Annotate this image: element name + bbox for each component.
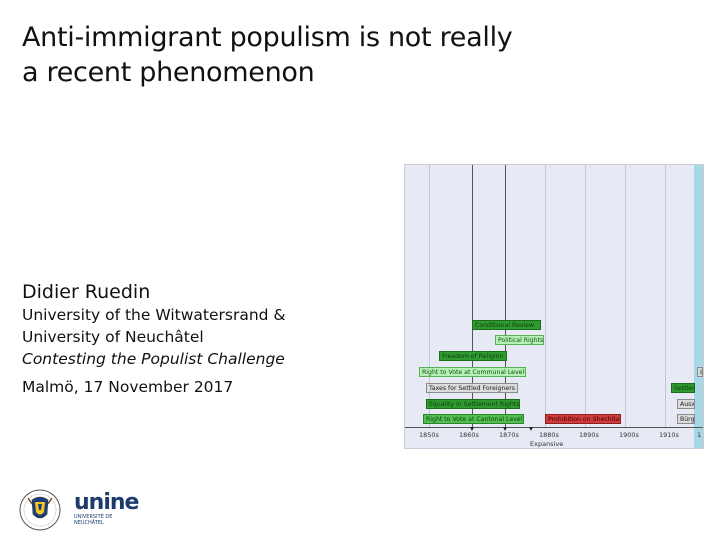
- timeline-bar: Bürger: [677, 414, 695, 424]
- tick-label: 1880s: [539, 431, 559, 439]
- axis-marker: [529, 427, 533, 431]
- timeline-bar: Taxes for Settled Foreigners: [426, 383, 518, 393]
- tick-label: 1900s: [619, 431, 639, 439]
- timeline-axis: [405, 427, 703, 428]
- axis-label: Expansive: [530, 440, 564, 448]
- tick-label: 1850s: [419, 431, 439, 439]
- timeline-bar: Freedom of Religion: [439, 351, 507, 361]
- author-block: Didier Ruedin University of the Witwater…: [22, 280, 392, 398]
- timeline-bar: Right to Vote at Cantonal Level: [423, 414, 524, 424]
- unine-subtitle-line-2: NEUCHÂTEL: [74, 520, 104, 526]
- slide-title: Anti-immigrant populism is not really a …: [22, 20, 622, 90]
- highlight-band: [694, 165, 703, 448]
- timeline-bar: Prohibition on Shechita: [545, 414, 621, 424]
- timeline-bar: Settlement: [671, 383, 695, 393]
- timeline-bar: Right to Vote at Communal Level: [419, 367, 526, 377]
- unine-subtitle-line-1: UNIVERSITÉ DE: [74, 514, 113, 520]
- grid-line: [665, 165, 666, 427]
- affiliation-line-1: University of the Witwatersrand &: [22, 306, 286, 324]
- grid-line: [545, 165, 546, 427]
- conference-name: Contesting the Populist Challenge: [22, 350, 285, 368]
- tick-label: 1860s: [459, 431, 479, 439]
- title-line-1: Anti-immigrant populism is not really: [22, 22, 513, 53]
- timeline-bar: Political Rights: [495, 335, 544, 345]
- timeline-bar: Auswe: [677, 399, 695, 409]
- grid-line: [505, 165, 506, 427]
- tick-label: 1910s: [659, 431, 679, 439]
- timeline-figure: Conditional Review Political Rights Free…: [404, 164, 704, 449]
- presentation-date: Malmö, 17 November 2017: [22, 378, 234, 396]
- wits-crest-icon: [18, 488, 62, 532]
- grid-line: [625, 165, 626, 427]
- grid-line: [472, 165, 473, 427]
- unine-logo: unine UNIVERSITÉ DE NEUCHÂTEL: [74, 490, 139, 527]
- timeline-bar: L: [697, 367, 703, 377]
- grid-line: [429, 165, 430, 427]
- tick-label: 1: [697, 431, 702, 439]
- author-name: Didier Ruedin: [22, 281, 151, 303]
- unine-wordmark: unine: [74, 490, 139, 515]
- timeline-bar: Conditional Review: [472, 320, 541, 330]
- axis-marker: [503, 427, 507, 431]
- tick-label: 1890s: [579, 431, 599, 439]
- timeline-bar: Equality in Settlement Rights: [426, 399, 520, 409]
- tick-label: 1870s: [499, 431, 519, 439]
- grid-line: [585, 165, 586, 427]
- affiliation-line-2: University of Neuchâtel: [22, 328, 204, 346]
- title-line-2: a recent phenomenon: [22, 57, 315, 88]
- axis-marker: [470, 427, 474, 431]
